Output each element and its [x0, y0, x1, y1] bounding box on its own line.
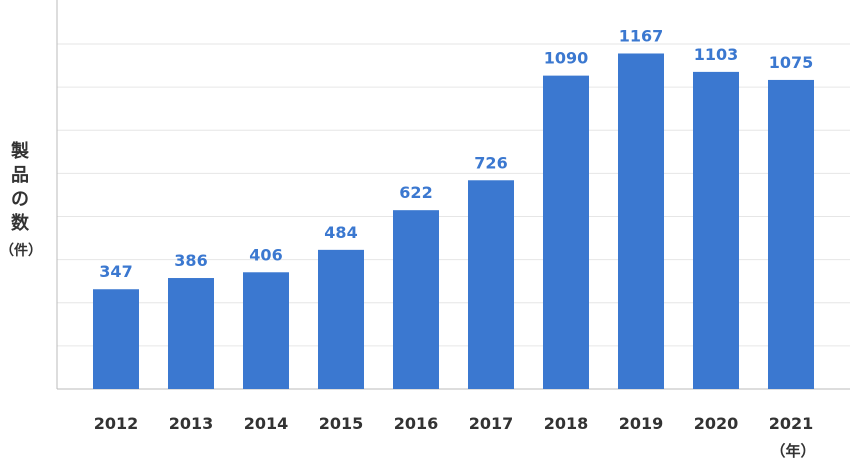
x-tick-label-2016: 2016	[394, 414, 439, 433]
x-tick-label-2020: 2020	[694, 414, 739, 433]
data-label-2013: 386	[174, 251, 207, 270]
bar-2013	[168, 278, 214, 389]
bar-2014	[243, 272, 289, 389]
y-axis-title: 製品の数	[11, 141, 29, 234]
x-tick-label-2012: 2012	[94, 414, 139, 433]
data-label-2015: 484	[324, 223, 357, 242]
x-tick-label-2021: 2021	[769, 414, 814, 433]
data-label-2021: 1075	[769, 53, 814, 72]
data-label-2016: 622	[399, 183, 432, 202]
x-tick-label-2015: 2015	[319, 414, 364, 433]
data-label-2014: 406	[249, 245, 282, 264]
bar-2018	[543, 75, 589, 389]
data-label-2018: 1090	[544, 49, 589, 68]
bar-2016	[393, 210, 439, 389]
data-label-2020: 1103	[694, 45, 739, 64]
x-axis-unit: （年）	[770, 442, 816, 460]
data-label-2019: 1167	[619, 26, 664, 45]
bar-2012	[93, 289, 139, 389]
x-tick-label-2017: 2017	[469, 414, 514, 433]
data-label-2012: 347	[99, 262, 132, 281]
y-axis-label: 製品の数 （件）	[0, 140, 42, 260]
x-tick-label-2018: 2018	[544, 414, 589, 433]
x-tick-label-2014: 2014	[244, 414, 289, 433]
bar-2015	[318, 249, 364, 389]
data-label-2017: 726	[474, 153, 507, 172]
x-tick-label-2019: 2019	[619, 414, 664, 433]
y-axis-unit: （件）	[0, 243, 42, 259]
bar-2019	[618, 53, 664, 390]
x-tick-label-2013: 2013	[169, 414, 214, 433]
bar-2020	[693, 71, 739, 389]
bar-2021	[768, 79, 814, 389]
bar-2017	[468, 180, 514, 389]
